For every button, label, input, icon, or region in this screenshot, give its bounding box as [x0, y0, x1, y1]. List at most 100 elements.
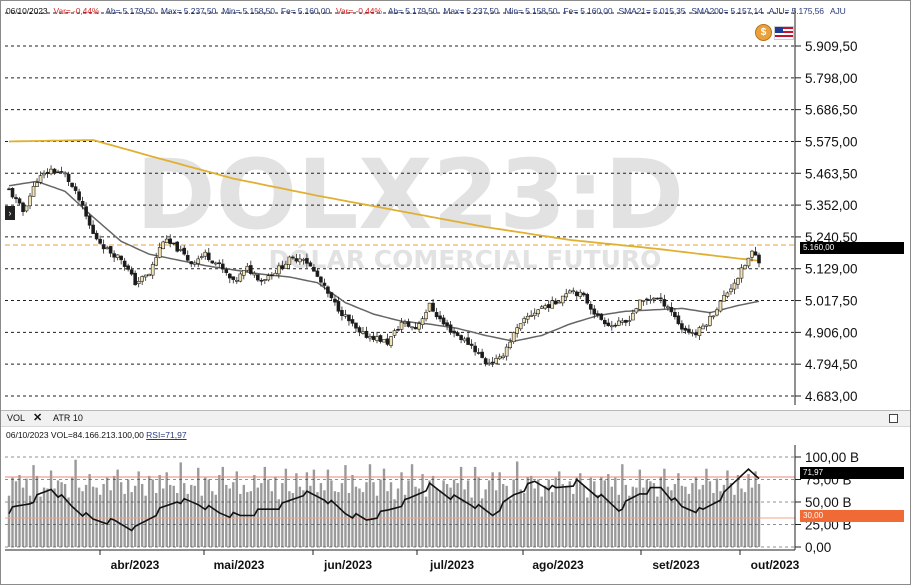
volume-bar [288, 491, 291, 547]
indicator-tick-label: 100,00 B [805, 450, 859, 465]
volume-bar [176, 493, 179, 547]
volume-bar [21, 487, 25, 547]
volume-bar [211, 491, 214, 547]
candle [753, 251, 758, 256]
close-icon[interactable]: ✕ [33, 412, 43, 424]
price-chart[interactable]: DOLX23:D DÓLAR COMERCIAL FUTURO 5.909,50… [0, 0, 911, 410]
candle [729, 288, 733, 293]
price-tick-label: 5.129,00 [805, 262, 858, 277]
right-arrow-icon[interactable]: › [5, 206, 15, 220]
volume-bar [302, 490, 305, 547]
candle [343, 314, 348, 317]
atr-tab[interactable]: ATR 10 [53, 413, 83, 423]
volume-bar [529, 475, 533, 547]
candle [375, 336, 379, 341]
candle [357, 327, 362, 333]
candle [161, 241, 166, 250]
candle [750, 250, 754, 258]
volume-bar [691, 483, 694, 547]
volume-bar [558, 471, 561, 547]
sma200-line [8, 139, 760, 262]
header-fe: Fe= 5.160,00 [280, 6, 331, 16]
volume-bar [719, 491, 722, 547]
candle [571, 290, 576, 293]
volume-bar [39, 496, 42, 547]
volume-bar [540, 496, 543, 547]
candle [220, 263, 225, 270]
candle [732, 282, 737, 290]
volume-bar [393, 499, 396, 547]
candle [638, 299, 642, 310]
volume-bar [154, 493, 158, 547]
candle [70, 182, 74, 187]
candle [427, 302, 432, 312]
volume-bar [680, 485, 684, 547]
volume-bar [501, 484, 505, 547]
candle [105, 247, 109, 250]
volume-bar [270, 491, 274, 547]
candle [417, 323, 421, 330]
date-label: set/2023 [652, 558, 700, 572]
candle [115, 254, 120, 259]
indicator-rsi: RSI=71,97 [146, 430, 187, 440]
candle [56, 171, 60, 174]
indicator-axis: 100,00 B75,00 B50,00 B25,00 B0,00 [805, 450, 859, 555]
candle [126, 265, 130, 270]
volume-bar [130, 492, 133, 547]
volume-bar [207, 479, 210, 547]
candle [49, 168, 53, 175]
volume-rsi-chart[interactable]: 100,00 B75,00 B50,00 B25,00 B0,00 abr/20… [0, 425, 911, 585]
candle [743, 265, 747, 270]
candle [168, 238, 173, 244]
watermark-name: DÓLAR COMERCIAL FUTURO [269, 244, 662, 274]
candle [378, 335, 383, 342]
volume-bar [169, 484, 172, 547]
volume-bar [165, 472, 168, 547]
candle [403, 321, 407, 324]
volume-bar [743, 492, 747, 547]
volume-bar [35, 475, 39, 547]
candle [431, 302, 435, 312]
volume-bar [151, 479, 154, 547]
rsi-line [8, 468, 760, 532]
volume-bar [757, 484, 761, 547]
volume-bar [277, 499, 281, 547]
maximize-icon[interactable] [889, 414, 898, 423]
indicator-header: 06/10/2023 VOL=84.166.213.100,00 RSI=71,… [6, 430, 187, 440]
volume-bar [291, 493, 295, 547]
volume-tab[interactable]: VOL [7, 413, 26, 423]
volume-bar [214, 494, 217, 547]
candle [655, 297, 660, 300]
candle [595, 313, 600, 316]
candle [224, 269, 229, 273]
volume-bar [249, 491, 253, 547]
candle [497, 356, 502, 360]
candle [133, 272, 137, 286]
candle [259, 279, 264, 282]
volume-bar [316, 492, 319, 547]
candle [287, 256, 292, 265]
candle [564, 293, 569, 298]
volume-bar [344, 465, 347, 547]
volume-bar [442, 480, 445, 547]
candle [648, 299, 653, 301]
candle [508, 341, 512, 348]
candle [217, 262, 222, 265]
volume-bar [67, 497, 70, 547]
candle [263, 279, 267, 281]
us-flag-icon [774, 26, 794, 40]
candle [494, 357, 498, 364]
volume-bar [750, 487, 754, 547]
volume-bar [32, 465, 35, 547]
price-tick-label: 5.240,50 [805, 230, 858, 245]
dollar-coin-icon[interactable]: $ [755, 24, 772, 41]
candle [31, 186, 36, 197]
candle [199, 256, 204, 258]
volume-bar [193, 485, 196, 547]
candle [140, 276, 144, 282]
header-min: Min= 5.158,50 [222, 6, 275, 16]
volume-bar [715, 478, 719, 547]
candle [504, 346, 509, 357]
candle [501, 355, 505, 358]
candle [252, 273, 257, 276]
